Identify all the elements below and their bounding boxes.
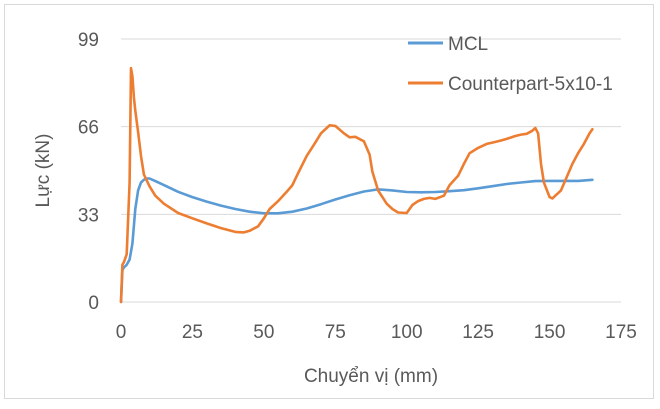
y-tick-label: 66 [78,118,99,139]
x-tick-label: 75 [325,322,346,343]
x-tick-label: 100 [391,322,423,343]
y-axis-title: Lực (kN) [33,134,54,208]
x-tick-label: 25 [182,322,203,343]
x-tick-label: 175 [605,322,637,343]
gridlines [121,38,621,303]
series-lines [119,66,594,304]
legend-label-mcl: MCL [448,34,488,55]
x-tick-label: 150 [534,322,566,343]
series-line-0 [119,177,594,304]
series-line-1 [119,66,594,304]
x-tick-label: 50 [253,322,274,343]
legend-item-counterpart: Counterpart-5x10-1 [408,74,613,95]
y-tick-label: 33 [78,205,99,226]
legend: MCL Counterpart-5x10-1 [408,34,613,95]
line-chart: 0 33 66 99 0 25 50 75 100 125 150 175 Lực (kN) Chu… [33,30,637,387]
y-tick-label: 99 [78,30,99,51]
chart-frame: 0 33 66 99 0 25 50 75 100 125 150 175 Lực (kN) Chu… [4,4,654,399]
x-axis-title: Chuyển vị (mm) [304,366,438,387]
x-tick-labels: 0 25 50 75 100 125 150 175 [116,322,637,343]
legend-label-counterpart: Counterpart-5x10-1 [448,74,613,95]
x-tick-label: 125 [462,322,494,343]
y-tick-label: 0 [88,293,99,314]
y-tick-labels: 0 33 66 99 [78,30,99,314]
x-tick-label: 0 [116,322,127,343]
legend-item-mcl: MCL [408,34,488,55]
